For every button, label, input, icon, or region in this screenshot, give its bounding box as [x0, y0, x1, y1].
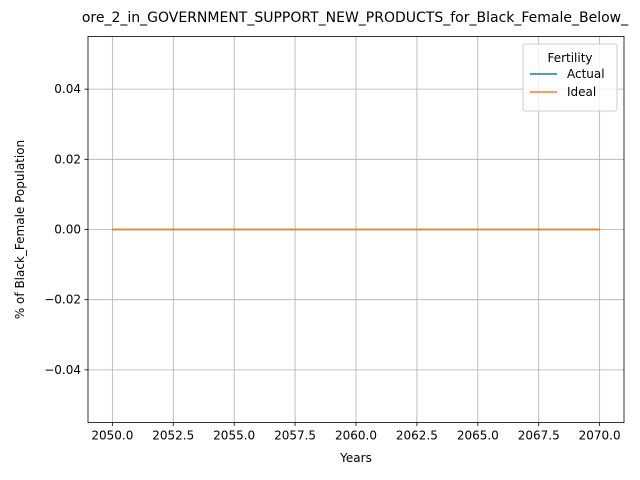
x-tick-label: 2057.5 — [274, 429, 316, 443]
legend-title: Fertility — [547, 51, 592, 65]
x-axis-label: Years — [339, 451, 372, 465]
x-tick-label: 2065.0 — [457, 429, 499, 443]
x-tick-label: 2060.0 — [335, 429, 377, 443]
x-tick-label: 2067.5 — [518, 429, 560, 443]
legend-label-ideal: Ideal — [567, 85, 596, 99]
y-tick-label: 0.00 — [54, 223, 81, 237]
x-tick-label: 2055.0 — [213, 429, 255, 443]
legend-box — [522, 43, 618, 112]
x-tick-label: 2062.5 — [396, 429, 438, 443]
y-tick-label: −0.02 — [44, 293, 81, 307]
y-tick-label: 0.04 — [54, 82, 81, 96]
y-axis-ticks: −0.04 −0.02 0.00 0.02 0.04 — [44, 82, 88, 377]
y-tick-label: 0.02 — [54, 152, 81, 166]
y-tick-label: −0.04 — [44, 363, 81, 377]
x-tick-label: 2050.0 — [91, 429, 133, 443]
chart-title: ore_2_in_GOVERNMENT_SUPPORT_NEW_PRODUCTS… — [82, 10, 629, 26]
x-axis-ticks: 2050.0 2052.5 2055.0 2057.5 2060.0 2062.5 2065… — [91, 422, 621, 443]
legend-label-actual: Actual — [567, 67, 605, 81]
y-axis-label: % of Black_Female Population — [13, 140, 27, 319]
x-tick-label: 2070.0 — [579, 429, 621, 443]
x-tick-label: 2052.5 — [152, 429, 194, 443]
legend: Fertility Actual Ideal — [522, 43, 618, 112]
legend-entries: Actual Ideal — [530, 67, 605, 99]
